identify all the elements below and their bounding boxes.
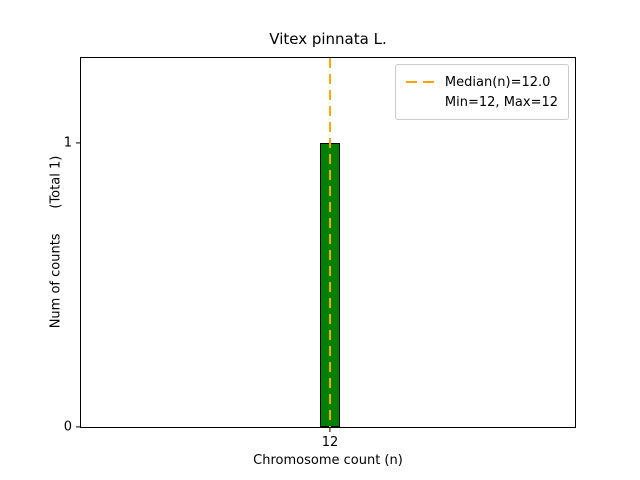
legend-entry-minmax: Min=12, Max=12 [406,92,558,112]
legend-entry-median: Median(n)=12.0 [405,72,558,92]
y-tick-label: 1 [63,135,72,151]
legend-empty-sample [406,101,436,103]
x-tick-mark [329,427,331,432]
legend-label-median: Median(n)=12.0 [444,74,551,90]
x-tick-label: 12 [321,435,339,450]
y-tick-mark [76,142,81,144]
chart-title: Vitex pinnata L. [269,30,387,48]
plot-area: 0 1 12 Median(n)=12.0 Min=12, Max=12 [64,57,576,450]
x-axis-label: Chromosome count (n) [253,453,403,468]
y-axis-label: Num of counts (Total 1) [48,155,64,329]
legend-dash-sample [405,81,436,83]
legend-label-minmax: Min=12, Max=12 [444,94,558,110]
legend: Median(n)=12.0 Min=12, Max=12 [394,64,569,120]
median-line [328,58,331,427]
y-tick-mark [76,426,81,428]
y-tick-label: 0 [63,419,72,435]
